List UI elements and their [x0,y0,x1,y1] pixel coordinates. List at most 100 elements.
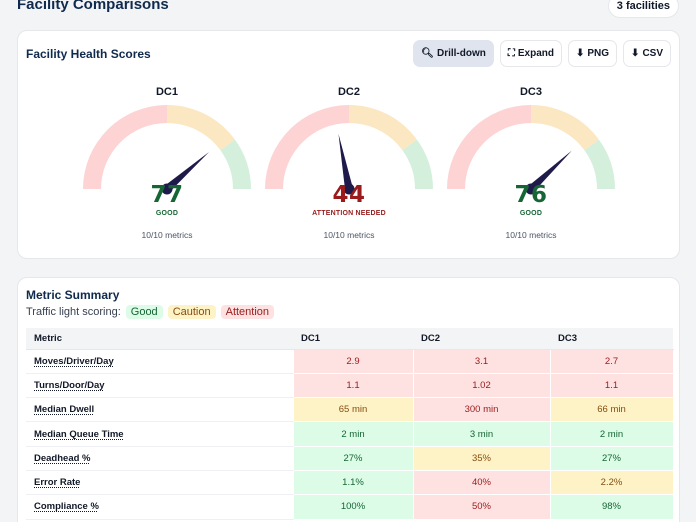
gauge-status: GOOD [519,210,543,217]
metric-cell: 2.2% [550,470,674,496]
table-row: Deadhead % 27% 35% 27% [26,446,674,471]
table-header-row: Metric DC1 DC2 DC3 [26,328,673,350]
attention-zone [83,105,167,189]
metric-cell: 1.1 [550,373,674,399]
metric-cell: 35% [413,446,551,471]
legend-label: Traffic light scoring: [26,306,121,318]
table-row: Median Dwell 65 min 300 min 66 min [26,397,674,423]
metric-name[interactable]: Deadhead % [26,446,294,471]
legend-good: Good [125,305,163,319]
column-header-dc2[interactable]: DC2 [413,328,550,350]
csv-label: CSV [642,48,663,59]
column-header-dc3[interactable]: DC3 [550,328,673,350]
gauge-dial [265,105,433,195]
metric-cell: 300 min [413,397,551,423]
gauge-name: DC2 [337,86,360,98]
table-row: Compliance % 100% 50% 98% [26,494,674,520]
png-label: PNG [587,48,610,59]
gauge-status: GOOD [155,210,179,217]
metric-summary-title: Metric Summary [26,288,120,302]
metric-name[interactable]: Turns/Door/Day [26,373,294,399]
gauge-dial [447,105,615,195]
metric-cell: 3.1 [413,349,551,374]
gauge-score: 76 [514,182,548,208]
metric-cell: 65 min [293,397,414,423]
metric-name[interactable]: Moves/Driver/Day [26,349,294,374]
table-body: Moves/Driver/Day 2.9 3.1 2.7 Turns/Door/Day 1… [26,349,674,520]
page-header: Facility Comparisons 3 facilities [17,0,679,18]
metric-name[interactable]: Error Rate [26,470,294,496]
caution-zone [167,105,235,151]
metric-cell: 2.9 [293,349,414,374]
png-download-button[interactable]: ⬇ PNG [567,40,618,67]
metric-summary-card: Metric Summary Traffic light scoring: Go… [17,277,680,522]
legend-caution: Caution [167,305,216,319]
metric-cell: 100% [293,494,414,520]
gauge-name: DC3 [519,86,542,98]
gauge-metrics-count: 10/10 metrics [141,230,193,240]
gauge-metrics-count: 10/10 metrics [505,230,557,240]
metric-cell: 1.1% [293,470,414,496]
gauge-metrics-count: 10/10 metrics [323,230,375,240]
column-header-metric[interactable]: Metric [26,328,293,350]
health-scores-card: Facility Health Scores 🔍︎ Drill-down ⛶ E… [17,30,680,259]
metric-cell: 3 min [413,421,551,447]
table-row: Moves/Driver/Day 2.9 3.1 2.7 [26,349,674,374]
metric-cell: 27% [550,446,674,471]
metric-name[interactable]: Compliance % [26,494,294,520]
gauge-hub [525,183,537,195]
legend-attention: Attention [220,305,275,319]
csv-download-button[interactable]: ⬇ CSV [623,40,671,67]
good-zone [584,139,615,189]
gauge-score: 77 [150,182,184,208]
gauge-needle [164,151,210,193]
gauge-dc3[interactable]: DC3 76 GOOD 10/10 metrics [441,83,621,243]
expand-label: Expand [517,48,554,59]
drill-down-label: Drill-down [436,48,486,59]
column-header-dc1[interactable]: DC1 [293,328,413,350]
gauge-status: ATTENTION NEEDED [312,210,386,217]
gauge-hub [161,183,173,195]
health-scores-title: Facility Health Scores [26,47,151,61]
expand-icon: ⛶ [507,48,515,59]
table-row: Error Rate 1.1% 40% 2.2% [26,470,674,496]
magnifier-icon: 🔍︎ [421,48,434,59]
metric-cell: 1.02 [413,373,551,399]
gauge-dc2[interactable]: DC2 44 ATTENTION NEEDED 10/10 metrics [259,83,439,243]
good-zone [402,139,433,189]
metric-cell: 27% [293,446,414,471]
gauge-dial [83,105,251,195]
good-zone [220,139,251,189]
table-row: Median Queue Time 2 min 3 min 2 min [26,421,674,447]
expand-button[interactable]: ⛶ Expand [499,40,562,67]
page-title: Facility Comparisons [17,0,169,13]
metric-cell: 2 min [550,421,674,447]
metric-cell: 50% [413,494,551,520]
attention-zone [265,105,349,189]
chart-toolbar: 🔍︎ Drill-down ⛶ Expand ⬇ PNG ⬇ CSV [413,40,671,67]
metric-cell: 66 min [550,397,674,423]
metric-name[interactable]: Median Dwell [26,397,294,423]
table-row: Turns/Door/Day 1.1 1.02 1.1 [26,373,674,399]
traffic-light-legend: Traffic light scoring: Good Caution Atte… [26,305,275,319]
metric-table: Metric DC1 DC2 DC3 Moves/Driver/Day 2.9 3.… [26,328,674,520]
attention-zone [447,105,531,189]
metric-cell: 1.1 [293,373,414,399]
gauge-needle [338,133,353,190]
metric-name[interactable]: Median Queue Time [26,421,294,447]
drill-down-button[interactable]: 🔍︎ Drill-down [413,40,494,67]
gauge-needle [528,150,572,192]
gauge-hub [343,183,355,195]
metric-cell: 98% [550,494,674,520]
download-icon: ⬇ [631,48,640,59]
caution-zone [349,105,417,151]
gauge-score: 44 [332,182,366,208]
gauge-name: DC1 [155,86,178,98]
gauge-dc1[interactable]: DC1 77 GOOD 10/10 metrics [77,83,257,243]
caution-zone [531,105,599,151]
metric-cell: 2 min [293,421,414,447]
download-icon: ⬇ [575,48,585,59]
facility-count-badge: 3 facilities [607,0,679,18]
metric-cell: 40% [413,470,551,496]
metric-cell: 2.7 [550,349,674,374]
